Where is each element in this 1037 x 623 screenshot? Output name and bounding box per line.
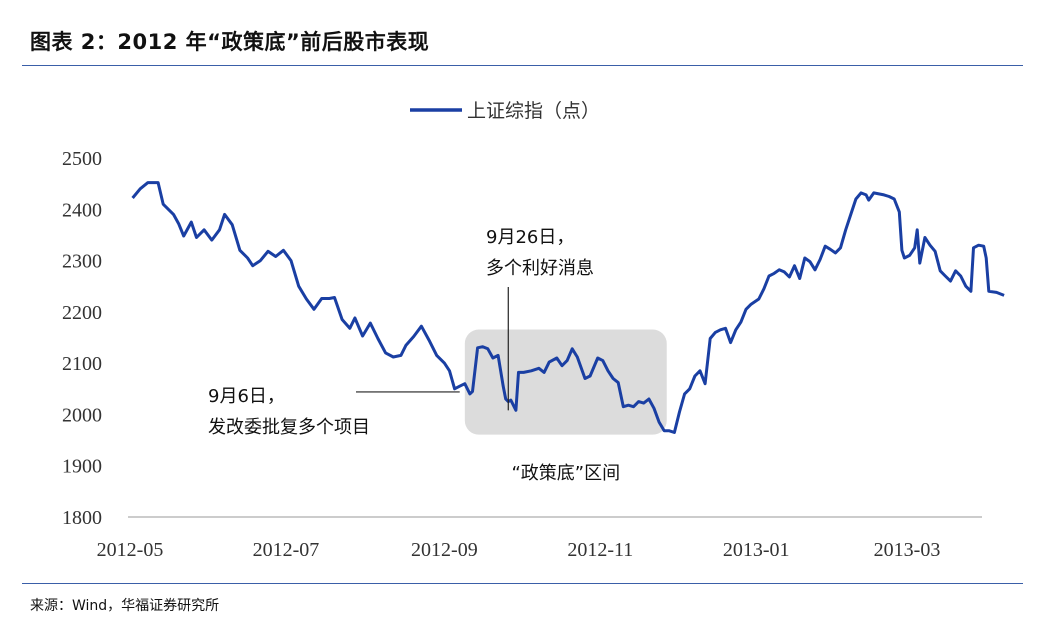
y-tick-label: 2500 xyxy=(62,148,102,170)
y-tick-label: 2200 xyxy=(62,302,102,324)
y-tick-label: 2000 xyxy=(62,404,102,426)
annotation-text-sep26: 多个利好消息 xyxy=(486,258,594,279)
x-tick-label: 2012-05 xyxy=(97,539,164,561)
x-tick-label: 2012-11 xyxy=(567,539,633,561)
y-tick-label: 1800 xyxy=(62,507,102,529)
y-tick-label: 2100 xyxy=(62,353,102,375)
series-line-shanghai-composite xyxy=(131,181,1005,434)
x-axis: 2012-05 2012-07 2012-09 2012-11 2013-01 2013-… xyxy=(97,539,941,561)
annotation-text-sep26: 9月26日， xyxy=(486,227,574,248)
y-tick-label: 2300 xyxy=(62,251,102,273)
annotations: 9月6日， 发改委批复多个项目 9月26日， 多个利好消息 xyxy=(208,227,594,438)
title-divider xyxy=(22,65,1023,66)
x-tick-label: 2013-01 xyxy=(723,539,790,561)
policy-bottom-region xyxy=(464,329,667,435)
footer-divider xyxy=(22,583,1023,584)
legend: 上证综指（点） xyxy=(410,100,600,122)
annotation-text-sep6: 发改委批复多个项目 xyxy=(208,417,370,438)
x-tick-label: 2012-07 xyxy=(253,539,320,561)
policy-bottom-label: “政策底”区间 xyxy=(511,463,620,484)
legend-label: 上证综指（点） xyxy=(467,100,600,122)
y-tick-label: 1900 xyxy=(62,456,102,478)
x-tick-label: 2013-03 xyxy=(874,539,941,561)
source-note: 来源：Wind，华福证券研究所 xyxy=(30,598,220,614)
x-tick-label: 2012-09 xyxy=(411,539,478,561)
annotation-text-sep6: 9月6日， xyxy=(208,386,285,407)
y-axis: 2500 2400 2300 2200 2100 2000 1900 1800 xyxy=(62,148,102,529)
y-tick-label: 2400 xyxy=(62,199,102,221)
page-title: 图表 2：2012 年“政策底”前后股市表现 xyxy=(30,30,430,54)
